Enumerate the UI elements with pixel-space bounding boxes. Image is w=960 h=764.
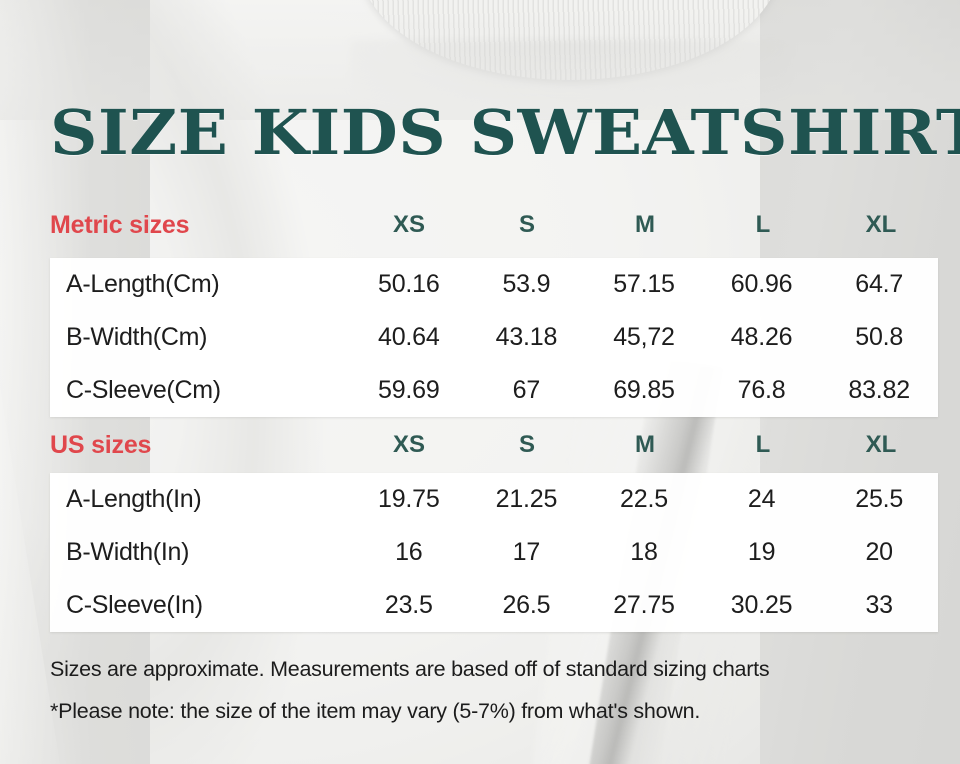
cell-m: 18	[630, 538, 658, 566]
cell-xl: 33	[865, 591, 893, 619]
metric-table: A-Length(Cm) 50.16 53.9 57.15 60.96 64.7…	[50, 258, 938, 417]
metric-section-title: Metric sizes	[50, 210, 190, 239]
row-label: C-Sleeve(In)	[66, 591, 203, 619]
cell-m: 69.85	[613, 376, 675, 404]
row-values: 16 17 18 19 20	[350, 538, 938, 567]
us-table: A-Length(In) 19.75 21.25 22.5 24 25.5 B-…	[50, 473, 938, 632]
cell-xs: 23.5	[384, 591, 433, 619]
cell-l: 30.25	[730, 591, 793, 619]
table-row: B-Width(Cm) 40.64 43.18 45,72 48.26 50.8	[50, 311, 938, 364]
row-label: C-Sleeve(Cm)	[66, 376, 221, 404]
us-size-xl: XL	[865, 431, 897, 458]
metric-size-s: S	[518, 211, 535, 238]
cell-xl: 25.5	[855, 485, 904, 513]
metric-size-l: L	[755, 211, 771, 238]
row-values: 50.16 53.9 57.15 60.96 64.7	[350, 270, 938, 299]
cell-l: 24	[747, 485, 776, 513]
cell-l: 48.26	[730, 323, 793, 351]
cell-m: 27.75	[613, 591, 675, 619]
cell-m: 22.5	[620, 485, 668, 513]
metric-size-xl: XL	[865, 211, 897, 238]
cell-m: 57.15	[613, 270, 675, 298]
us-size-l: L	[755, 431, 771, 458]
cell-xl: 50.8	[855, 323, 904, 351]
chart-title: SIZE KIDS SWEATSHIRT	[50, 96, 960, 169]
footnotes: Sizes are approximate. Measurements are …	[50, 648, 950, 732]
cell-xs: 19.75	[378, 485, 440, 513]
cell-l: 19	[747, 538, 776, 566]
us-size-columns: XS S M L XL	[350, 431, 940, 459]
table-row: A-Length(In) 19.75 21.25 22.5 24 25.5	[50, 473, 938, 526]
cell-xs: 16	[395, 538, 423, 566]
cell-l: 76.8	[737, 376, 786, 404]
us-size-xs: XS	[392, 431, 425, 458]
footnote-approximate: Sizes are approximate. Measurements are …	[50, 657, 770, 681]
table-row: C-Sleeve(In) 23.5 26.5 27.75 30.25 33	[50, 579, 938, 632]
row-values: 40.64 43.18 45,72 48.26 50.8	[350, 323, 938, 352]
footnote-variance: *Please note: the size of the item may v…	[50, 699, 701, 723]
cell-xs: 50.16	[378, 270, 440, 298]
cell-s: 26.5	[502, 591, 551, 619]
us-size-s: S	[518, 431, 535, 458]
metric-size-columns: XS S M L XL	[350, 211, 940, 239]
row-label: B-Width(Cm)	[66, 323, 208, 351]
cell-m: 45,72	[613, 323, 675, 351]
metric-section-header: Metric sizes XS S M L XL	[50, 208, 940, 242]
row-values: 23.5 26.5 27.75 30.25 33	[350, 591, 938, 620]
us-size-m: M	[635, 431, 655, 458]
background-bottom-fade	[0, 0, 960, 120]
row-label: A-Length(In)	[66, 485, 202, 513]
metric-size-xs: XS	[392, 211, 425, 238]
cell-xl: 83.82	[848, 376, 910, 404]
row-values: 59.69 67 69.85 76.8 83.82	[350, 376, 938, 405]
metric-size-m: M	[635, 211, 655, 238]
us-section-header: US sizes XS S M L XL	[50, 428, 940, 462]
cell-s: 43.18	[495, 323, 558, 351]
cell-s: 53.9	[502, 270, 551, 298]
cell-l: 60.96	[730, 270, 793, 298]
row-label: A-Length(Cm)	[66, 270, 220, 298]
table-row: B-Width(In) 16 17 18 19 20	[50, 526, 938, 579]
row-label: B-Width(In)	[66, 538, 190, 566]
cell-s: 67	[512, 376, 541, 404]
cell-xl: 64.7	[855, 270, 904, 298]
row-values: 19.75 21.25 22.5 24 25.5	[350, 485, 938, 514]
cell-xl: 20	[865, 538, 893, 566]
table-row: A-Length(Cm) 50.16 53.9 57.15 60.96 64.7	[50, 258, 938, 311]
cell-xs: 40.64	[378, 323, 440, 351]
table-row: C-Sleeve(Cm) 59.69 67 69.85 76.8 83.82	[50, 364, 938, 417]
cell-xs: 59.69	[378, 376, 440, 404]
cell-s: 17	[512, 538, 541, 566]
cell-s: 21.25	[495, 485, 558, 513]
us-section-title: US sizes	[50, 430, 152, 459]
